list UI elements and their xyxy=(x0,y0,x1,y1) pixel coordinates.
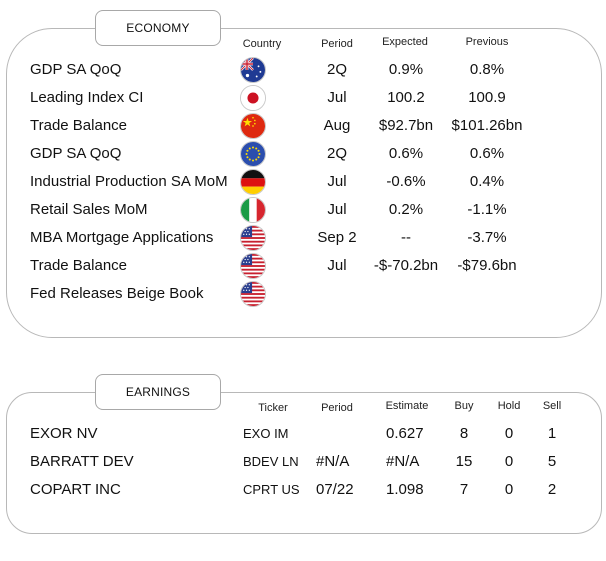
earnings-row[interactable]: COPART INC CPRT US 07/22 1.098 7 0 2 xyxy=(0,476,606,504)
eu-flag-icon xyxy=(240,141,266,167)
event-expected xyxy=(366,280,446,308)
event-period: 2Q xyxy=(326,145,347,162)
event-expected: 0.6% xyxy=(388,145,424,162)
event-name: Retail Sales MoM xyxy=(30,201,148,218)
economy-row[interactable]: Trade Balance Jul -$-70.2bn -$79.6bn xyxy=(0,252,606,280)
earnings-period: 07/22 xyxy=(316,481,354,498)
event-previous: $101.26bn xyxy=(451,117,523,134)
event-name: Industrial Production SA MoM xyxy=(30,173,228,190)
economy-row[interactable]: MBA Mortgage Applications Sep 2 -- -3.7% xyxy=(0,224,606,252)
earnings-row[interactable]: BARRATT DEV BDEV LN #N/A #N/A 15 0 5 xyxy=(0,448,606,476)
earnings-header-hold: Hold xyxy=(497,400,521,412)
event-previous: -1.1% xyxy=(467,201,507,218)
event-previous: 0.6% xyxy=(469,145,505,162)
company-name: BARRATT DEV xyxy=(30,453,134,470)
economy-row[interactable]: Fed Releases Beige Book xyxy=(0,280,606,308)
event-previous: 0.8% xyxy=(469,61,505,78)
earnings-estimate: 1.098 xyxy=(386,481,424,498)
analyst-buy: 8 xyxy=(459,425,469,442)
analyst-buy: 7 xyxy=(459,481,469,498)
australia-flag-icon xyxy=(240,57,266,83)
event-name: Trade Balance xyxy=(30,117,128,134)
company-ticker: BDEV LN xyxy=(243,454,299,469)
germany-flag-icon xyxy=(240,169,266,195)
earnings-row[interactable]: EXOR NV EXO IM 0.627 8 0 1 xyxy=(0,420,606,448)
economy-row[interactable]: Retail Sales MoM Jul 0.2% -1.1% xyxy=(0,196,606,224)
earnings-header-period: Period xyxy=(321,402,353,414)
event-period: Sep 2 xyxy=(317,229,357,246)
economy-row[interactable]: Leading Index CI Jul 100.2 100.9 xyxy=(0,84,606,112)
event-name: MBA Mortgage Applications xyxy=(30,229,214,246)
economy-tab[interactable]: ECONOMY xyxy=(95,10,221,46)
event-period: Jul xyxy=(327,257,347,274)
analyst-sell: 1 xyxy=(547,425,557,442)
economy-tab-label: ECONOMY xyxy=(126,21,190,35)
analyst-hold: 0 xyxy=(504,425,514,442)
event-previous: 0.4% xyxy=(469,173,505,190)
earnings-header-estimate: Estimate xyxy=(385,400,429,412)
event-name: Fed Releases Beige Book xyxy=(30,285,204,302)
economy-header-period: Period xyxy=(321,38,353,50)
event-expected: 100.2 xyxy=(387,89,425,106)
event-period: Jul xyxy=(327,89,347,106)
event-name: GDP SA QoQ xyxy=(30,61,122,78)
earnings-estimate: #N/A xyxy=(386,453,420,470)
event-period xyxy=(307,280,367,308)
company-name: COPART INC xyxy=(30,481,121,498)
company-ticker: EXO IM xyxy=(243,426,289,441)
event-expected: 0.2% xyxy=(388,201,424,218)
event-expected: -0.6% xyxy=(386,173,426,190)
usa-flag-icon xyxy=(240,253,266,279)
economy-header-country: Country xyxy=(242,38,282,50)
economy-header-previous: Previous xyxy=(465,36,509,48)
economy-panel xyxy=(6,28,602,338)
event-name: Leading Index CI xyxy=(30,89,144,106)
event-period: Jul xyxy=(327,201,347,218)
event-previous: -3.7% xyxy=(467,229,507,246)
event-previous: 100.9 xyxy=(468,89,506,106)
economy-row[interactable]: GDP SA QoQ 2Q 0.9% 0.8% xyxy=(0,56,606,84)
earnings-header-ticker: Ticker xyxy=(258,402,288,414)
economy-header-expected: Expected xyxy=(382,36,428,48)
china-flag-icon xyxy=(240,113,266,139)
earnings-tab-label: EARNINGS xyxy=(125,385,191,399)
analyst-hold: 0 xyxy=(504,453,514,470)
event-expected: -- xyxy=(401,229,411,246)
usa-flag-icon xyxy=(240,225,266,251)
analyst-sell: 2 xyxy=(547,481,557,498)
analyst-hold: 0 xyxy=(504,481,514,498)
earnings-panel xyxy=(6,392,602,534)
event-period: Jul xyxy=(327,173,347,190)
earnings-header-buy: Buy xyxy=(454,400,474,412)
earnings-period: #N/A xyxy=(316,453,350,470)
earnings-tab[interactable]: EARNINGS xyxy=(95,374,221,410)
earnings-header-sell: Sell xyxy=(542,400,562,412)
earnings-estimate: 0.627 xyxy=(386,425,424,442)
event-name: Trade Balance xyxy=(30,257,128,274)
usa-flag-icon xyxy=(240,281,266,307)
economy-row[interactable]: Trade Balance Aug $92.7bn $101.26bn xyxy=(0,112,606,140)
event-name: GDP SA QoQ xyxy=(30,145,122,162)
italy-flag-icon xyxy=(240,197,266,223)
event-period: Aug xyxy=(323,117,351,134)
event-expected: -$-70.2bn xyxy=(373,257,439,274)
company-name: EXOR NV xyxy=(30,425,98,442)
event-period: 2Q xyxy=(326,61,347,78)
event-previous: -$79.6bn xyxy=(457,257,517,274)
analyst-buy: 15 xyxy=(455,453,473,470)
event-expected: 0.9% xyxy=(388,61,424,78)
economy-row[interactable]: Industrial Production SA MoM Jul -0.6% 0.4% xyxy=(0,168,606,196)
event-previous xyxy=(442,280,532,308)
economy-row[interactable]: GDP SA QoQ 2Q 0.6% 0.6% xyxy=(0,140,606,168)
japan-flag-icon xyxy=(240,85,266,111)
analyst-sell: 5 xyxy=(547,453,557,470)
company-ticker: CPRT US xyxy=(243,482,300,497)
event-expected: $92.7bn xyxy=(378,117,434,134)
